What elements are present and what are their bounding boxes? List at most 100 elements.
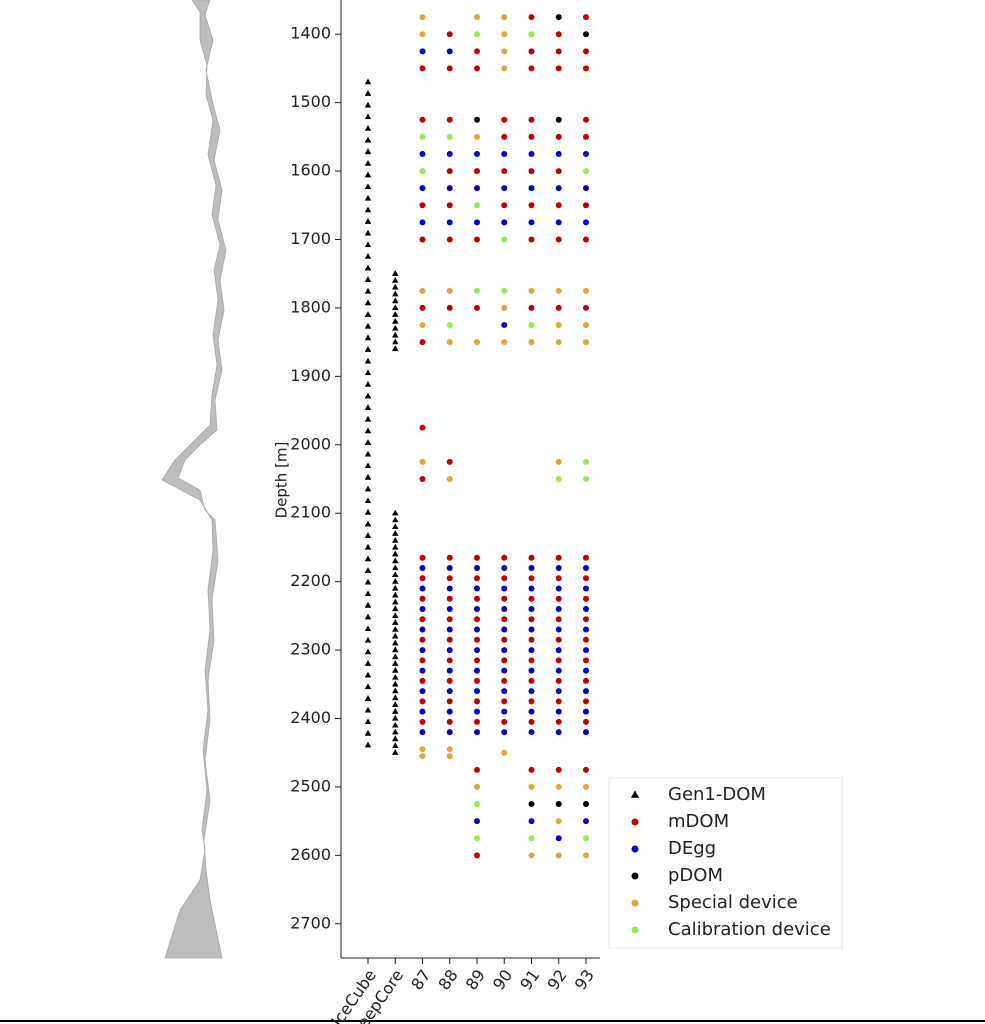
circle-marker [474,564,480,571]
circle-marker [528,801,535,808]
circle-marker [528,852,535,859]
circle-marker [419,657,426,664]
triangle-marker [392,557,399,564]
circle-marker [583,236,589,243]
circle-marker [583,729,589,736]
circle-marker [446,698,453,705]
circle-marker [474,667,480,674]
x-tick-label: 90 [489,966,516,994]
circle-marker [474,575,480,582]
triangle-marker [392,673,399,680]
y-tick-label: 2300 [290,640,331,659]
circle-marker [446,606,453,613]
circle-marker [446,116,453,123]
legend-label: Special device [668,892,798,913]
triangle-marker [392,509,399,516]
circle-marker [419,667,426,674]
circle-marker [419,236,426,243]
circle-marker [474,116,480,123]
circle-marker [528,116,535,123]
circle-marker [446,65,453,72]
circle-marker [474,835,480,842]
circle-marker [474,783,480,790]
circle-marker [555,133,562,140]
triangle-marker [364,322,372,329]
circle-marker [583,626,589,633]
triangle-marker [364,392,372,399]
triangle-marker [364,404,372,410]
circle-marker [583,616,589,623]
triangle-marker [392,543,399,550]
circle-marker [583,766,589,773]
circle-marker [583,835,589,842]
triangle-marker [392,714,399,721]
circle-marker [583,48,589,55]
circle-marker [419,595,426,602]
circle-marker [583,554,589,561]
y-tick-label: 1600 [290,161,331,180]
circle-marker [419,219,426,226]
circle-marker [555,585,562,592]
triangle-marker [364,625,372,632]
circle-marker [528,236,535,243]
circle-marker [474,14,480,21]
circle-marker [474,801,480,808]
legend: Gen1-DOM mDOM DEgg pDOM Special device Calibr… [608,777,843,949]
circle-marker [474,698,480,705]
circle-marker [583,818,589,825]
circle-marker [501,688,508,695]
y-tick-label: 2600 [290,845,331,864]
triangle-marker [392,304,399,311]
circle-marker [555,783,562,790]
circle-marker [446,202,453,209]
circle-marker [446,236,453,243]
triangle-marker [392,270,399,276]
x-tick-label: 93 [571,966,598,994]
circle-marker [419,339,426,346]
circle-marker [474,818,480,825]
y-tick-label: 2100 [290,503,331,522]
circle-marker [528,185,535,192]
circle-marker [474,133,480,140]
circle-marker [474,48,480,55]
circle-marker [501,554,508,561]
circle-marker [474,219,480,226]
y-tick-label: 2400 [290,708,331,727]
triangle-marker [392,653,399,660]
circle-marker [474,766,480,773]
legend-label: DEgg [668,838,716,859]
circle-marker [446,708,453,715]
triangle-marker [392,338,399,345]
triangle-marker [364,718,372,725]
circle-marker [555,688,562,695]
triangle-marker [364,497,372,504]
triangle-marker [364,125,372,131]
circle-marker [583,585,589,592]
circle-marker [583,168,589,175]
circle-marker [555,636,562,643]
circle-marker [528,575,535,582]
circle-marker [555,322,562,329]
circle-marker [419,554,426,561]
circle-marker [419,65,426,72]
circle-marker [583,65,589,72]
circle-marker [501,150,508,157]
circle-marker [555,304,562,311]
circle-marker [555,116,562,123]
circle-marker [474,626,480,633]
circle-marker [419,48,426,55]
circle-marker [583,287,589,294]
circle-marker [528,718,535,725]
circle-marker [474,185,480,192]
circle-marker [501,236,508,243]
triangle-marker [392,721,399,728]
y-tick-label: 2500 [290,776,331,795]
triangle-marker [392,311,399,317]
circle-marker [446,339,453,346]
triangle-marker [364,264,372,271]
circle-marker [555,202,562,209]
circle-marker [501,287,508,294]
legend-label: pDOM [668,865,723,886]
circle-marker [555,48,562,55]
y-tick-label: 1700 [290,229,331,248]
